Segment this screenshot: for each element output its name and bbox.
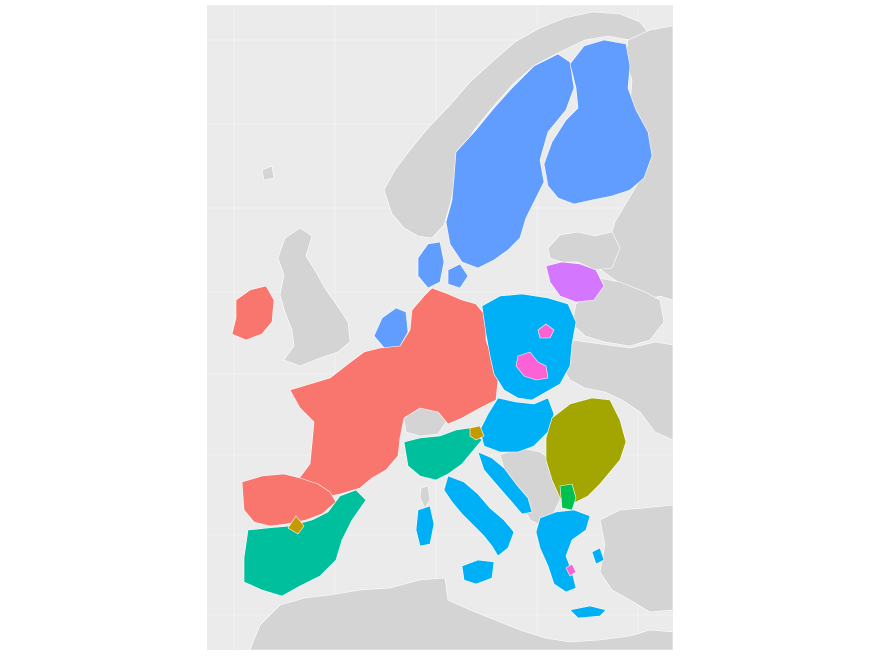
region-italy-south <box>443 475 515 557</box>
land-small-island <box>261 165 275 181</box>
region-slovenia <box>469 425 485 441</box>
region-sardinia <box>415 505 435 547</box>
region-italy-north <box>403 427 483 481</box>
map-regions <box>231 39 653 619</box>
land-ukraine <box>559 339 674 441</box>
region-crete <box>569 605 607 619</box>
region-southeast-poland <box>515 351 549 381</box>
region-madrid <box>287 515 305 535</box>
region-attica <box>565 563 577 577</box>
region-denmark <box>417 241 445 289</box>
region-ireland <box>231 285 275 341</box>
region-aegean-islands <box>591 547 605 565</box>
non-data-land <box>249 11 674 651</box>
land-baltics <box>547 231 621 271</box>
region-iberia-south <box>243 489 367 597</box>
region-sicily <box>461 559 495 585</box>
region-warsaw <box>537 323 555 339</box>
region-poland <box>481 293 577 401</box>
region-denmark-islands <box>447 263 469 289</box>
land-corsica <box>419 485 431 509</box>
region-romania <box>545 397 627 505</box>
region-bulgaria-sw <box>559 483 577 511</box>
region-finland <box>543 39 653 205</box>
land-great-britain <box>277 227 351 367</box>
land-norway <box>383 11 651 239</box>
region-lithuania <box>545 261 605 303</box>
region-croatia-coast <box>477 451 533 515</box>
land-north-africa <box>249 577 674 651</box>
land-turkey <box>599 504 674 613</box>
region-spain-north <box>241 473 337 527</box>
region-sweden <box>445 53 575 269</box>
